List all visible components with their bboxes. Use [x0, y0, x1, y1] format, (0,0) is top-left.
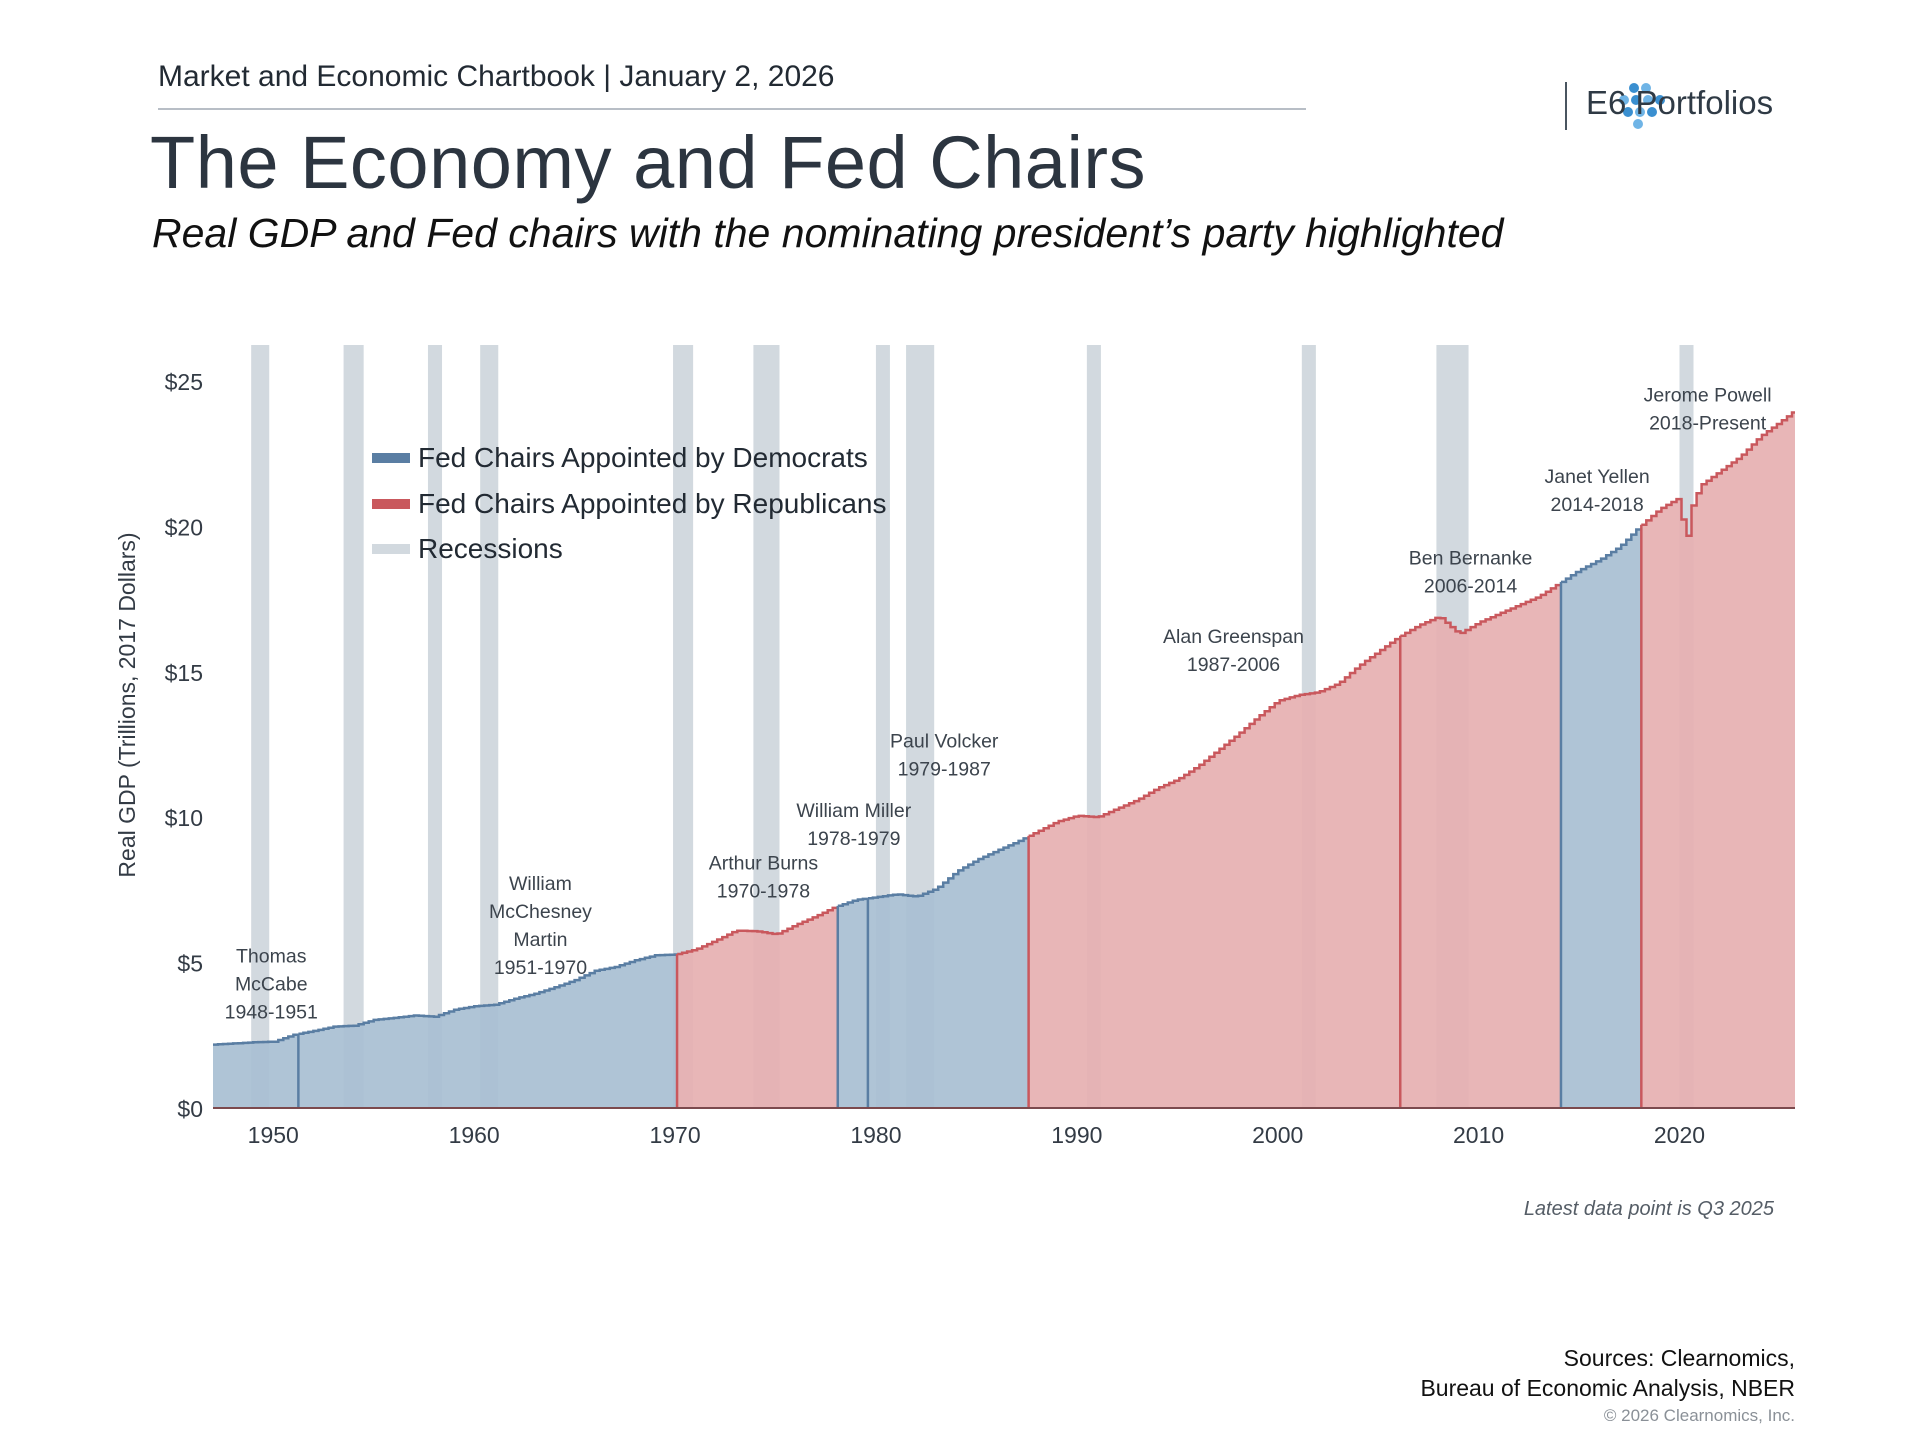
brand-name: E6 Portfolios [1586, 84, 1774, 121]
chair-label: Janet Yellen 2014-2018 [1545, 466, 1650, 516]
gdp-line [1400, 583, 1561, 638]
chair-label-line: 1970-1978 [717, 881, 810, 903]
copyright: © 2026 Clearnomics, Inc. [1603, 1406, 1795, 1425]
sources-note: Sources: Clearnomics, Bureau of Economic… [1420, 1343, 1795, 1403]
gdp-line [1028, 637, 1401, 838]
chair-label-line: 2006-2014 [1424, 575, 1517, 597]
chair-label: Alan Greenspan 1987-2006 [1163, 626, 1304, 676]
chair-label-line: William Miller [796, 800, 911, 822]
chair-label-line: McChesney [489, 901, 592, 923]
recession-band [427, 345, 443, 1108]
chair-label-line: Ben Bernanke [1409, 547, 1533, 569]
recession-band [343, 345, 364, 1108]
gdp-area [837, 898, 868, 1108]
legend-swatch [372, 499, 410, 509]
chair-label-line: Thomas [236, 946, 307, 968]
gdp-area [298, 954, 678, 1108]
chair-label: William Miller 1978-1979 [796, 800, 911, 850]
gdp-areas [213, 411, 1795, 1108]
chair-label-line: 2014-2018 [1550, 494, 1643, 516]
brand-logo-icon [1619, 83, 1665, 129]
x-tick-label: 1960 [449, 1122, 500, 1148]
x-tick-label: 2010 [1453, 1122, 1504, 1148]
gdp-line [298, 953, 678, 1036]
chart-axes: $0 $5 $10 $15 $20 $25 1950 1960 1970 1980 1990 2000… [114, 369, 1795, 1148]
chair-label: Arthur Burns 1970-1978 [709, 853, 819, 903]
x-tick-label: 1950 [248, 1122, 299, 1148]
chart-legend: Fed Chairs Appointed by Democrats Fed Cha… [372, 442, 887, 564]
chair-label: Thomas McCabe 1948-1951 [225, 946, 318, 1024]
logo-divider [1565, 82, 1567, 130]
legend-label: Recessions [418, 533, 563, 564]
latest-data-note: Latest data point is Q3 2025 [1523, 1198, 1774, 1220]
legend-label: Fed Chairs Appointed by Republicans [418, 488, 887, 519]
gdp-area [677, 907, 838, 1108]
y-tick-label: $10 [165, 805, 203, 831]
x-tick-label: 1990 [1051, 1122, 1102, 1148]
page-title: The Economy and Fed Chairs [150, 121, 1147, 204]
gdp-line [837, 897, 868, 908]
gdp-area [1400, 585, 1561, 1108]
x-tick-label: 2020 [1654, 1122, 1705, 1148]
chartbook-header: Market and Economic Chartbook | January … [158, 60, 835, 93]
gdp-area [1028, 639, 1401, 1108]
gdp-area [1641, 412, 1795, 1108]
gdp-line [867, 837, 1029, 900]
sources-line-1: Sources: Clearnomics, [1563, 1345, 1795, 1371]
chair-label-line: McCabe [235, 974, 308, 996]
chair-label-line: Martin [513, 929, 567, 951]
chair-label-line: 2018-Present [1649, 412, 1767, 434]
y-tick-label: $0 [177, 1096, 203, 1122]
y-tick-label: $25 [165, 369, 203, 395]
x-tick-label: 1980 [850, 1122, 901, 1148]
chair-label-line: 1979-1987 [898, 758, 991, 780]
gdp-area [867, 838, 1029, 1108]
chair-label: Jerome Powell 2018-Present [1644, 384, 1772, 434]
legend-swatch [372, 453, 410, 463]
chair-label: William McChesney Martin 1951-1970 [489, 873, 592, 979]
chair-label-line: William [509, 873, 572, 895]
legend-swatch [372, 544, 410, 554]
chair-label-line: Janet Yellen [1545, 466, 1650, 488]
chair-label-line: Alan Greenspan [1163, 626, 1304, 648]
header-divider [158, 108, 1306, 110]
chair-label-line: 1978-1979 [807, 828, 900, 850]
chair-label-line: 1951-1970 [494, 957, 587, 979]
x-tick-label: 1970 [649, 1122, 700, 1148]
recession-band [673, 345, 694, 1108]
y-tick-label: $15 [165, 660, 203, 686]
y-axis-label: Real GDP (Trillions, 2017 Dollars) [114, 532, 140, 877]
gdp-area [213, 1034, 299, 1108]
chair-labels: Thomas McCabe 1948-1951 William McChesney Mar… [225, 384, 1772, 1023]
y-tick-label: $20 [165, 514, 203, 540]
chair-label-line: 1948-1951 [225, 1002, 318, 1024]
legend-label: Fed Chairs Appointed by Democrats [418, 442, 868, 473]
sources-line-2: Bureau of Economic Analysis, NBER [1420, 1375, 1795, 1401]
gdp-line [213, 1033, 299, 1046]
recession-band [480, 345, 499, 1108]
chair-label-line: 1987-2006 [1187, 654, 1280, 676]
x-tick-label: 2000 [1252, 1122, 1303, 1148]
page-subtitle: Real GDP and Fed chairs with the nominat… [152, 210, 1504, 256]
gdp-line [1561, 528, 1642, 584]
recession-band [251, 345, 270, 1108]
gdp-line [677, 906, 838, 956]
chair-label-line: Jerome Powell [1644, 384, 1772, 406]
chair-label-line: Arthur Burns [709, 853, 819, 875]
gdp-line [1641, 411, 1795, 538]
chair-label: Paul Volcker 1979-1987 [890, 730, 999, 780]
gdp-area [1560, 529, 1642, 1108]
chair-label-line: Paul Volcker [890, 730, 999, 752]
chair-label: Ben Bernanke 2006-2014 [1409, 547, 1533, 597]
y-tick-label: $5 [177, 951, 203, 977]
